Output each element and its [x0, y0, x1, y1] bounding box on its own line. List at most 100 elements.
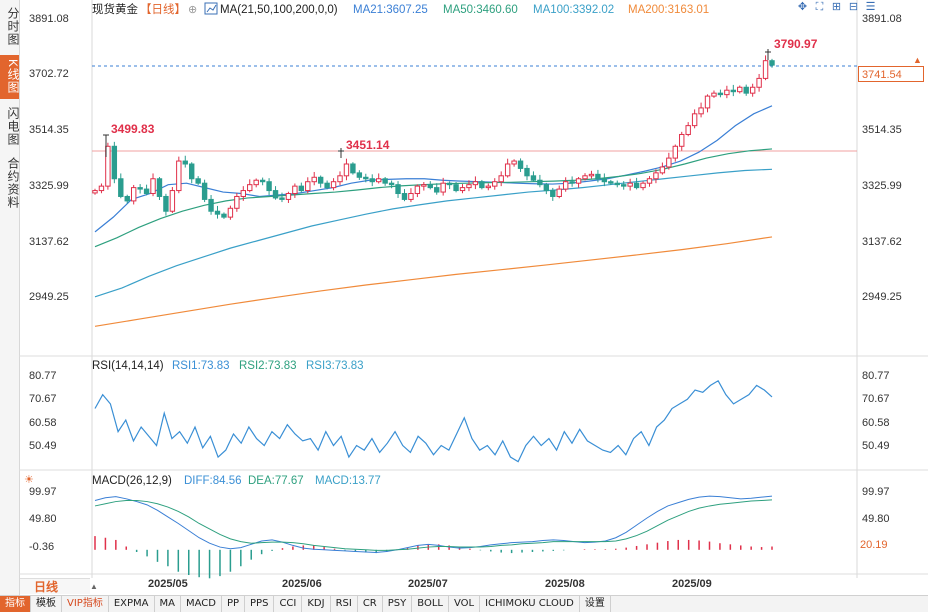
candle-body — [266, 181, 272, 192]
indicator-tab[interactable]: MA — [155, 596, 181, 612]
indicator-tab[interactable]: PPS — [245, 596, 275, 612]
candle-body — [595, 173, 601, 180]
candle-body — [317, 176, 324, 184]
candle-body — [105, 145, 111, 187]
indicator-tab[interactable]: VOL — [449, 596, 481, 612]
candle-body — [388, 182, 395, 186]
candle-body — [150, 178, 156, 195]
side-tab-bar: 分时图 K线图 闪电图 合约资料 — [0, 0, 20, 595]
candle-body — [434, 187, 440, 193]
candle-body — [240, 190, 246, 197]
candle-body — [221, 213, 227, 218]
indicator-tab[interactable]: EXPMA — [109, 596, 155, 612]
period-selector[interactable]: 日线 ▲ — [20, 578, 98, 594]
indicator-tab[interactable]: 模板 — [31, 596, 62, 612]
candle-body — [472, 181, 479, 186]
candle-body — [182, 160, 188, 165]
candle-body — [608, 181, 614, 184]
candle-body — [562, 181, 569, 190]
candle-body — [324, 182, 330, 189]
candle-body — [369, 178, 375, 183]
candle-body — [401, 193, 408, 200]
move-icon[interactable]: ✥ — [797, 1, 808, 13]
indicator-tab[interactable]: RSI — [331, 596, 358, 612]
settings-icon[interactable]: ⊕ — [188, 4, 197, 16]
dea-line — [94, 499, 773, 551]
candle-body — [453, 184, 459, 192]
candle-body — [227, 207, 234, 218]
tab-contract-info[interactable]: 合约资料 — [6, 157, 20, 209]
list-icon[interactable]: ☰ — [865, 1, 876, 13]
candle-body — [698, 107, 704, 115]
rsi3-value: RSI3:73.83 — [306, 360, 364, 372]
time-tick: 2025/07 — [408, 578, 448, 590]
zoom-in-icon[interactable]: ⊞ — [831, 1, 842, 13]
candle-body — [137, 187, 143, 190]
ma200-line — [94, 236, 773, 327]
candle-body — [356, 172, 363, 178]
zoom-out-icon[interactable]: ⊟ — [848, 1, 859, 13]
candle-body — [111, 145, 118, 180]
ma-lines — [94, 105, 773, 327]
price-tick-right: 3891.08 — [862, 13, 902, 25]
price-tick-left: 3891.08 — [29, 13, 69, 25]
candle-body — [743, 86, 749, 94]
tab-flash-chart[interactable]: 闪电图 — [6, 106, 20, 146]
candle-body — [569, 181, 575, 184]
fullscreen-icon[interactable]: ⛶ — [815, 1, 824, 13]
indicator-tab[interactable]: MACD — [181, 596, 222, 612]
candle-body — [343, 163, 350, 177]
rsi-tick-left: 60.58 — [29, 417, 57, 429]
candle-body — [272, 190, 279, 199]
indicator-tab[interactable]: CCI — [274, 596, 303, 612]
candle-body — [517, 160, 524, 169]
indicator-tab[interactable]: KDJ — [302, 596, 331, 612]
candle-body — [124, 195, 130, 202]
candle-body — [163, 195, 169, 212]
candle-body — [724, 89, 730, 96]
candle-body — [382, 178, 388, 184]
candle-body — [363, 176, 369, 180]
tab-kline-chart[interactable]: K线图 — [0, 55, 20, 99]
macd-axis: 99.97 49.80 -0.36 99.97 49.80 — [29, 486, 890, 553]
macd-tick-left: 99.97 — [29, 486, 57, 498]
tab-time-chart[interactable]: 分时图 — [6, 6, 20, 46]
candle-body — [672, 145, 678, 159]
ma200-value: MA200:3163.01 — [628, 4, 709, 16]
indicator-tab[interactable]: ICHIMOKU CLOUD — [480, 596, 580, 612]
indicator-tab[interactable]: 指标 — [0, 596, 31, 612]
macd-bars — [94, 536, 773, 579]
candle-body — [414, 185, 421, 195]
last-price-tag: 3741.54 — [858, 66, 924, 82]
price-tick-left: 2949.25 — [29, 291, 69, 303]
macd-tick-left: 49.80 — [29, 513, 57, 525]
candle-body — [92, 190, 98, 194]
candle-body — [530, 175, 537, 181]
candle-body — [98, 185, 105, 192]
candle-body — [730, 89, 737, 93]
indicator-tab[interactable]: PP — [222, 596, 246, 612]
macd-sun-icon[interactable]: ☀ — [24, 474, 34, 486]
price-tick-left: 3325.99 — [29, 180, 69, 192]
indicator-tab[interactable]: VIP指标 — [62, 596, 109, 612]
candle-body — [130, 187, 137, 202]
candle-body — [704, 95, 711, 109]
indicator-tab[interactable]: 设置 — [580, 596, 611, 612]
candle-body — [666, 157, 672, 168]
candle-body — [208, 198, 214, 212]
chart-canvas[interactable]: 现货黄金 【日线】 ⊕ MA(21,50,100,200,0,0) MA21:3… — [0, 0, 928, 595]
candle-body — [640, 182, 646, 189]
candle-body — [492, 181, 498, 187]
candle-body — [156, 178, 163, 197]
candle-body — [498, 175, 504, 183]
candle-body — [556, 188, 562, 197]
indicator-tab[interactable]: PSY — [383, 596, 413, 612]
candle-body — [279, 197, 285, 200]
candle-body — [408, 193, 414, 200]
price-tick-left: 3702.72 — [29, 68, 69, 80]
rsi-tick-right: 80.77 — [862, 370, 890, 382]
indicator-tab[interactable]: CR — [358, 596, 383, 612]
macd-value: MACD:13.77 — [315, 475, 381, 487]
rsi-tick-right: 50.49 — [862, 440, 890, 452]
indicator-tab[interactable]: BOLL — [412, 596, 449, 612]
